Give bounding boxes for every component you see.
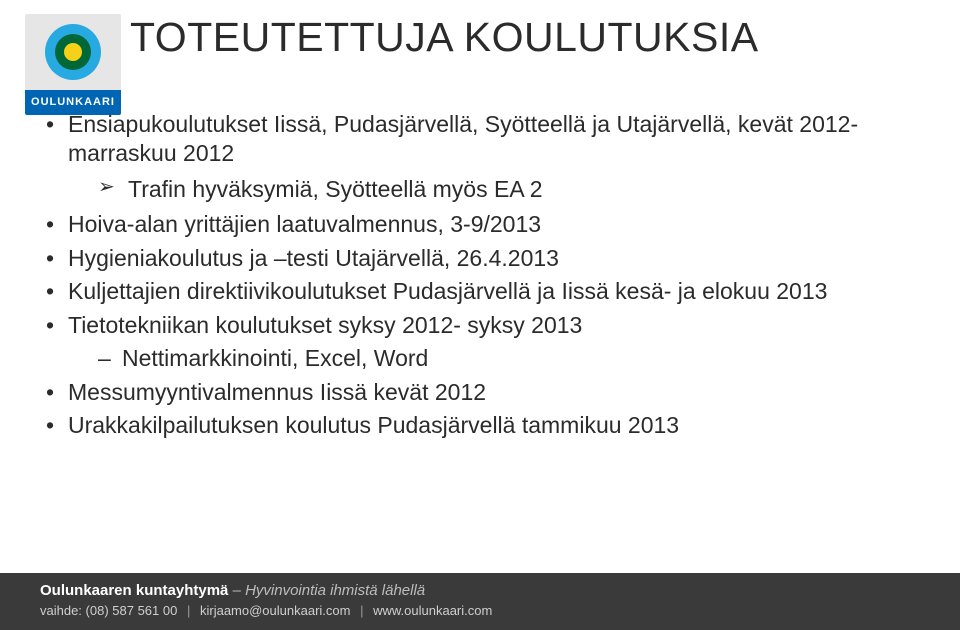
footer-line-1: Oulunkaaren kuntayhtymä – Hyvinvointia i… [40, 582, 960, 599]
footer-org: Oulunkaaren kuntayhtymä [40, 582, 228, 599]
footer-email: kirjaamo@oulunkaari.com [200, 603, 350, 618]
slide: OULUNKAARI TOTEUTETTUJA KOULUTUKSIA Ensi… [0, 0, 960, 630]
list-item: Nettimarkkinointi, Excel, Word [98, 344, 910, 373]
footer-line-2: vaihde: (08) 587 561 00 | kirjaamo@oulun… [40, 603, 960, 618]
bullet-list: Ensiapukoulutukset Iissä, Pudasjärvellä,… [42, 110, 910, 444]
page-title: TOTEUTETTUJA KOULUTUKSIA [130, 14, 759, 61]
logo-graphic [25, 14, 121, 90]
footer-web: www.oulunkaari.com [373, 603, 492, 618]
footer-bar: Oulunkaaren kuntayhtymä – Hyvinvointia i… [0, 573, 960, 630]
list-item: Hygieniakoulutus ja –testi Utajärvellä, … [42, 244, 910, 273]
list-item: Ensiapukoulutukset Iissä, Pudasjärvellä,… [42, 110, 910, 204]
footer-phone: (08) 587 561 00 [86, 603, 178, 618]
separator-icon: | [360, 603, 363, 618]
list-item: Kuljettajien direktiivikoulutukset Pudas… [42, 277, 910, 306]
footer-tagline: – Hyvinvointia ihmistä lähellä [233, 582, 426, 599]
logo-circle-icon [41, 20, 105, 84]
list-item: Urakkakilpailutuksen koulutus Pudasjärve… [42, 411, 910, 440]
list-item: Tietotekniikan koulutukset syksy 2012- s… [42, 311, 910, 374]
separator-icon: | [187, 603, 190, 618]
org-logo: OULUNKAARI [25, 14, 121, 115]
list-item: Messumyyntivalmennus Iissä kevät 2012 [42, 378, 910, 407]
footer-contact-prefix: vaihde: [40, 603, 82, 618]
list-item: Trafin hyväksymiä, Syötteellä myös EA 2 [98, 175, 910, 204]
list-item: Hoiva-alan yrittäjien laatuvalmennus, 3-… [42, 210, 910, 239]
